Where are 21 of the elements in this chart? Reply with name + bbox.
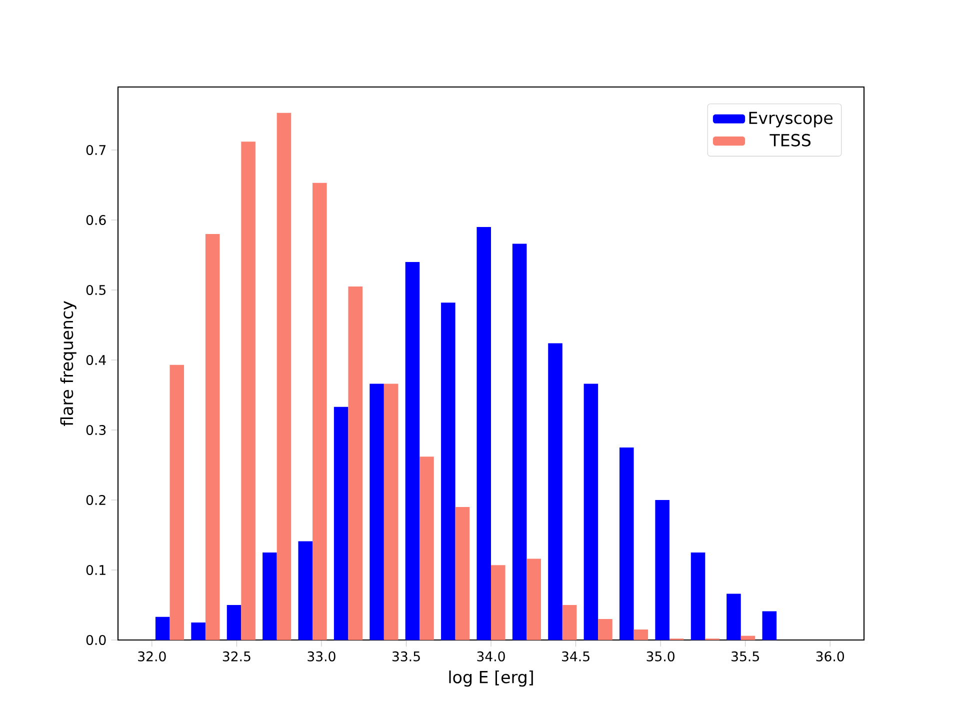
- y-axis-title: flare frequency: [60, 301, 76, 426]
- x-tick-label: 32.5: [222, 651, 250, 662]
- x-axis-title: log E [erg]: [449, 670, 533, 687]
- y-tick-label: 0.4: [86, 354, 106, 366]
- x-tick-label: 35.0: [646, 651, 674, 662]
- legend-label: TESS: [770, 134, 811, 146]
- y-tick-label: 0.3: [86, 424, 106, 436]
- y-tick-label: 0.7: [86, 144, 106, 156]
- y-tick-label: 0.0: [86, 634, 106, 646]
- x-tick-label: 33.5: [392, 651, 420, 662]
- x-tick-label: 35.5: [732, 651, 759, 662]
- x-tick-label: 32.0: [138, 651, 166, 662]
- x-tick-label: 34.0: [477, 651, 505, 662]
- x-tick-label: 36.0: [816, 651, 844, 662]
- y-tick-label: 0.1: [86, 564, 106, 576]
- y-tick-label: 0.5: [86, 284, 106, 296]
- x-tick-label: 33.0: [308, 651, 336, 662]
- y-tick-label: 0.6: [86, 214, 106, 226]
- x-tick-label: 34.5: [562, 651, 590, 662]
- legend-label: Evryscope: [749, 112, 833, 128]
- y-tick-label: 0.2: [86, 494, 106, 506]
